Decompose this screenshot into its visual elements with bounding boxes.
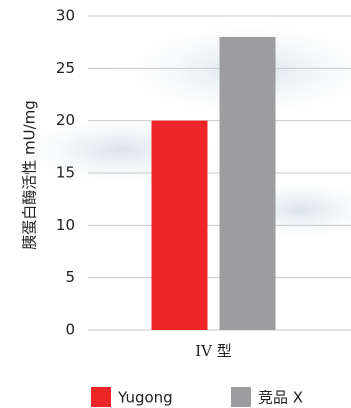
y-tick-label: 25 <box>56 59 75 77</box>
y-tick-label: 20 <box>56 111 75 129</box>
y-tick-label: 0 <box>65 321 75 339</box>
y-tick-label: 5 <box>65 268 75 286</box>
x-tick-label: IV 型 <box>195 342 232 360</box>
bar <box>219 36 276 330</box>
legend-label: 竞品 X <box>258 389 303 407</box>
y-tick-label: 10 <box>56 216 75 234</box>
bar <box>151 120 208 331</box>
legend-swatch <box>91 387 111 407</box>
legend-label: Yugong <box>117 389 173 407</box>
y-tick-label: 15 <box>56 164 75 182</box>
y-axis-title: 胰蛋白酶活性 mU/mg <box>21 100 39 250</box>
y-tick-label: 30 <box>56 7 75 25</box>
legend-swatch <box>231 387 251 407</box>
